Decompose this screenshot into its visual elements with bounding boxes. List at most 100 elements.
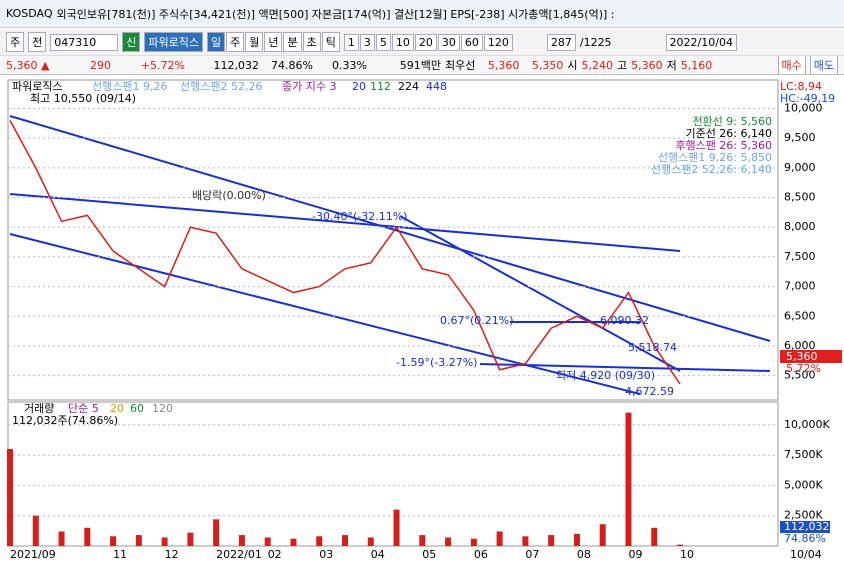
tool-button[interactable]: 5: [375, 33, 391, 51]
volume-frame: [7, 401, 779, 547]
volume-bar: [625, 412, 632, 546]
trend-line: [479, 363, 771, 372]
trend-line: [9, 193, 681, 252]
y-tick-label: 9,500: [784, 131, 816, 144]
tool-button[interactable]: 전: [28, 32, 47, 52]
tool-button[interactable]: 일: [206, 32, 226, 52]
x-tick-label: 09: [628, 548, 642, 561]
turnover: 0.33%: [332, 58, 367, 72]
tool-button[interactable]: 분: [283, 32, 302, 52]
y-tick-label: 9,000: [784, 161, 816, 174]
stock-name[interactable]: 파워로직스: [144, 32, 203, 52]
code-input[interactable]: 047310: [50, 33, 119, 51]
chart-title: 파워로직스: [12, 80, 63, 93]
annotation: 4,672.59: [625, 385, 674, 398]
legend-entry: 120: [152, 402, 173, 415]
open: 5,240: [581, 58, 614, 72]
tool-button[interactable]: 년: [264, 32, 283, 52]
annotation: -30.40°(-32.11%): [312, 210, 407, 223]
total: /1225: [579, 35, 612, 49]
volume-bar: [58, 531, 65, 546]
x-tick-label: 10: [680, 548, 694, 561]
label: 시: [567, 59, 578, 72]
volume-bar: [264, 537, 271, 546]
tool-button[interactable]: 주: [6, 32, 25, 52]
indicator-label: 기준선 26: 6,140: [685, 127, 772, 140]
annotation: 5,518.74: [628, 341, 677, 354]
y-tick-label: 5,500: [784, 369, 816, 382]
x-tick-label: 05: [422, 548, 436, 561]
legend-entry: 선행스팬1 9,26: [92, 80, 167, 93]
tool-button[interactable]: 초: [302, 32, 321, 52]
legend-entry: 224: [398, 80, 419, 93]
y-tick-label: 10,000K: [784, 418, 830, 431]
x-tick-label: 11: [113, 548, 127, 561]
volume-bar: [367, 537, 374, 546]
volume-bar: [599, 524, 606, 546]
tool-button[interactable]: 60: [460, 33, 483, 51]
buy-button[interactable]: 매수: [777, 56, 806, 74]
last-price: 5,360: [786, 350, 818, 363]
stock-info: 외국인보유[781(천)] 주식수[34,421(천)] 액면[500] 자본금…: [56, 7, 615, 21]
date[interactable]: 2022/10/04: [665, 33, 737, 51]
indicator-label: 전환선 9: 5,560: [692, 115, 772, 128]
best-ask: 5,360: [487, 58, 520, 72]
x-tick-label: 02: [268, 548, 282, 561]
y-tick-label: 10,000: [784, 101, 823, 114]
volume-bar: [290, 538, 297, 546]
indicator-label: 선행스팬1 9,26: 5,850: [658, 151, 772, 164]
legend-entry: 20: [110, 402, 124, 415]
best-bid: 5,350: [531, 58, 564, 72]
position[interactable]: 287: [546, 33, 576, 51]
volume-bar: [110, 536, 117, 546]
volume-bar: [445, 537, 452, 546]
volume-bar: [651, 527, 658, 546]
y-tick-label: 6,500: [784, 309, 816, 322]
annotation: 최저 4,920 (09/30): [556, 369, 655, 382]
sell-button[interactable]: 매도: [809, 56, 838, 74]
quote-bar: 5,360 ▲ 290 +5.72% 112,032 74.86% 0.33% …: [0, 55, 844, 75]
high: 5,360: [631, 58, 663, 72]
volume-bar: [522, 536, 529, 546]
trend-line: [399, 215, 681, 372]
tool-button[interactable]: 10: [391, 33, 414, 51]
tool-button[interactable]: 30: [437, 33, 460, 51]
trend-lines: [9, 115, 771, 395]
volume-bar: [7, 449, 13, 546]
tool-button[interactable]: 3: [359, 33, 375, 51]
y-tick-label: 5,000K: [784, 478, 823, 491]
volume-bar: [548, 535, 555, 546]
y-tick-label: 7,500K: [784, 448, 823, 461]
tool-button[interactable]: 20: [414, 33, 437, 51]
annotation: 배당락(0.00%): [192, 189, 266, 202]
legend-entry: 112: [370, 80, 391, 93]
tool-button[interactable]: 1: [343, 33, 359, 51]
flag: 신: [122, 32, 141, 52]
legend-entry: 종가 지수 3: [282, 80, 336, 93]
tool-button[interactable]: 주: [226, 32, 245, 52]
high-label: 최고 10,550 (09/14): [30, 92, 136, 105]
tool-button[interactable]: 월: [245, 32, 264, 52]
label: 최우선: [445, 59, 476, 72]
last-volume: 112,032: [784, 520, 830, 533]
intervals: 1 3 5 10 20 30 60 120: [343, 33, 513, 51]
annotation: -1.59°(-3.27%): [396, 356, 477, 369]
trend-line: [9, 233, 641, 395]
lc-label: LC:8,94: [780, 80, 822, 93]
volume-bar: [187, 532, 194, 546]
tool-button[interactable]: 120: [483, 33, 513, 51]
annotation: 6,090.32: [600, 314, 649, 327]
change: 290: [90, 58, 111, 72]
price: 5,360 ▲: [6, 58, 50, 72]
volume-bar: [419, 535, 426, 546]
volume-bar: [342, 535, 348, 546]
tool-button[interactable]: 틱: [321, 32, 340, 52]
price-line: [9, 120, 681, 385]
hc-label: HC:-49,19: [780, 92, 835, 105]
volume-bar: [84, 527, 91, 546]
amount: 591백만: [399, 59, 441, 72]
last-volume-rate: 74.86%: [784, 532, 826, 545]
y-tick-label: 2,500K: [784, 509, 823, 522]
